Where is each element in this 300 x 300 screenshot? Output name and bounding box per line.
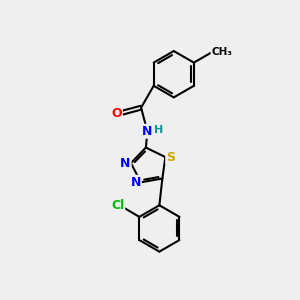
- Text: CH₃: CH₃: [212, 47, 233, 57]
- Text: H: H: [154, 125, 163, 135]
- Text: N: N: [130, 176, 141, 189]
- Text: O: O: [111, 107, 122, 120]
- Text: N: N: [120, 157, 131, 170]
- Text: N: N: [142, 125, 153, 138]
- Text: S: S: [166, 151, 175, 164]
- Text: Cl: Cl: [111, 199, 124, 212]
